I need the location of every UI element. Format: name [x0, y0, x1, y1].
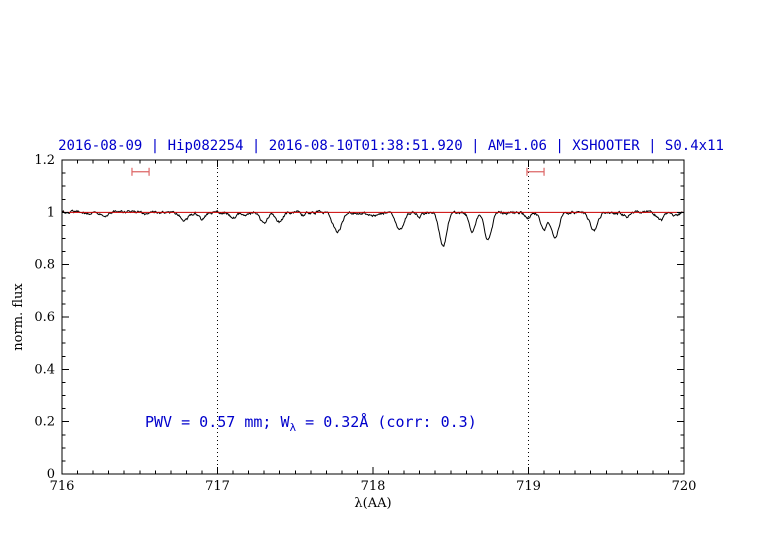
pwv-annotation-sub: λ: [289, 421, 297, 434]
plot-title: 2016-08-09 | Hip082254 | 2016-08-10T01:3…: [58, 138, 724, 154]
observed-spectrum-line: [61, 209, 685, 247]
y-tick-label: 0: [47, 467, 55, 482]
y-tick-label: 0.2: [34, 415, 55, 430]
range-markers: [131, 167, 545, 176]
x-tick-label: 716: [50, 479, 75, 494]
y-tick-label: 0.6: [34, 310, 55, 325]
x-axis-label: λ(AA): [354, 496, 391, 511]
x-tick-label: 720: [672, 479, 697, 494]
axis-tick-labels: 716 717 718 719 720 0 0.2 0.4 0.6 0.8 1 1.2: [34, 153, 696, 494]
y-tick-label: 1: [47, 205, 55, 220]
y-axis-label: norm. flux: [11, 283, 26, 351]
y-tick-label: 0.4: [34, 362, 55, 377]
y-tick-label: 1.2: [34, 153, 55, 168]
pwv-annotation-pre: PWV = 0.57 mm; W: [145, 413, 290, 431]
x-tick-label: 718: [361, 479, 386, 494]
x-tick-label: 719: [516, 479, 541, 494]
pwv-annotation-post: = 0.32Å (corr: 0.3): [296, 413, 477, 431]
series-lines: [61, 209, 685, 247]
x-tick-label: 717: [205, 479, 230, 494]
y-tick-label: 0.8: [34, 258, 55, 273]
pwv-annotation: PWV = 0.57 mm; Wλ = 0.32Å (corr: 0.3): [145, 413, 477, 434]
axis-ticks: [61, 159, 685, 475]
